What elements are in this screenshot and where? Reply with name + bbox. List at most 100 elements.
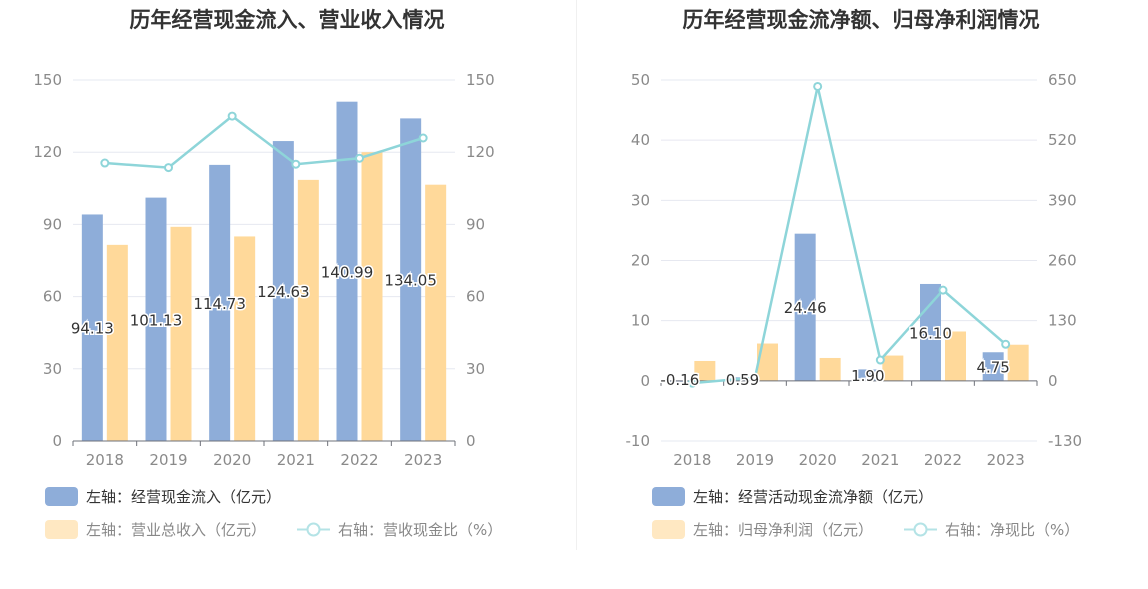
- line-point: [227, 111, 237, 121]
- bar: [234, 236, 256, 441]
- y-left-tick-label: 60: [43, 288, 62, 306]
- bar-data-label: 114.73: [193, 295, 246, 313]
- line-point: [291, 159, 301, 169]
- x-tick-label: 2019: [149, 451, 187, 469]
- bar: [272, 141, 294, 441]
- bar: [1007, 344, 1029, 381]
- y-right-tick-label: 120: [466, 143, 495, 161]
- bar: [819, 357, 841, 381]
- line-point: [418, 133, 428, 143]
- bar-data-label: 0.59: [726, 371, 759, 389]
- bar-data-label: 16.10: [909, 324, 952, 342]
- legend-label: 左轴：经营活动现金流净额（亿元）: [693, 488, 934, 506]
- legend-label: 右轴：净现比（%）: [945, 521, 1080, 539]
- line-series: [692, 86, 1007, 385]
- line-point: [938, 285, 948, 295]
- legend-item-cash-inflow[interactable]: 左轴：经营现金流入（亿元）: [45, 486, 281, 507]
- y-left-tick-label: 50: [631, 71, 650, 89]
- y-left-tick-label: 120: [33, 143, 62, 161]
- legend-item-net-profit[interactable]: 左轴：归母净利润（亿元）: [652, 519, 873, 540]
- y-left-tick-label: 0: [52, 432, 62, 450]
- y-right-tick-label: 130: [1048, 312, 1077, 330]
- bar: [425, 184, 447, 441]
- y-right-tick-label: 520: [1048, 131, 1077, 149]
- x-tick-label: 2021: [277, 451, 315, 469]
- chart-title: 历年经营现金流入、营业收入情况: [129, 8, 445, 32]
- bar: [794, 233, 816, 381]
- x-tick-label: 2022: [924, 451, 962, 469]
- y-right-tick-label: -130: [1048, 432, 1082, 450]
- panel-divider: [576, 0, 577, 550]
- bar-data-label: 140.99: [321, 263, 374, 281]
- bar: [694, 360, 716, 381]
- bar: [81, 214, 103, 441]
- bar: [400, 118, 422, 442]
- bar-data-label: 101.13: [130, 311, 183, 329]
- bar: [170, 226, 192, 441]
- y-right-tick-label: 30: [466, 360, 485, 378]
- x-tick-label: 2020: [799, 451, 837, 469]
- x-tick-label: 2020: [213, 451, 251, 469]
- x-tick-label: 2019: [736, 451, 774, 469]
- legend-item-revenue[interactable]: 左轴：营业总收入（亿元）: [45, 519, 266, 540]
- y-right-tick-label: 90: [466, 215, 485, 233]
- bar: [361, 152, 383, 441]
- y-left-tick-label: -10: [626, 432, 651, 450]
- x-tick-label: 2023: [987, 451, 1025, 469]
- x-tick-label: 2023: [404, 451, 442, 469]
- bar: [145, 197, 167, 441]
- bar-data-label: 134.05: [384, 272, 437, 290]
- y-left-tick-label: 0: [640, 372, 650, 390]
- legend-item-net-cash-flow[interactable]: 左轴：经营活动现金流净额（亿元）: [652, 486, 933, 507]
- legend-swatch-icon: [652, 487, 685, 506]
- y-left-tick-label: 40: [631, 131, 650, 149]
- line-point: [1001, 339, 1011, 349]
- legend-item-revenue-cash-ratio[interactable]: 右轴：营收现金比（%）: [297, 519, 502, 540]
- y-left-tick-label: 90: [43, 215, 62, 233]
- chart-net-cash-net-profit: -10 -130 0 0 10 130 20 260 30 390 40 520 50 650 2018 20…: [626, 71, 1083, 469]
- legend-line-circle-icon: [297, 522, 330, 537]
- bar: [982, 352, 1004, 381]
- line-point: [355, 153, 364, 163]
- x-tick-label: 2021: [861, 451, 899, 469]
- chart-title: 历年经营现金流净额、归母净利润情况: [682, 8, 1040, 32]
- line-series: [104, 114, 424, 169]
- bar: [209, 164, 231, 442]
- legend-line-circle-icon: [904, 522, 937, 537]
- legend-swatch-icon: [45, 520, 78, 539]
- y-right-tick-label: 150: [466, 71, 495, 89]
- line-point: [750, 373, 760, 383]
- legend-label: 左轴：营业总收入（亿元）: [86, 521, 267, 539]
- y-left-tick-label: 150: [33, 71, 62, 89]
- legend-label: 右轴：营收现金比（%）: [338, 521, 503, 539]
- bar-data-label: 1.90: [851, 367, 884, 385]
- bar-data-label: 124.63: [257, 283, 310, 301]
- y-left-tick-label: 20: [631, 252, 650, 270]
- legend-label: 左轴：经营现金流入（亿元）: [86, 488, 282, 506]
- y-left-tick-label: 30: [43, 360, 62, 378]
- line-point: [164, 163, 173, 173]
- legend-item-net-cash-ratio[interactable]: 右轴：净现比（%）: [904, 519, 1079, 540]
- bar: [857, 369, 879, 381]
- bar-data-label: 4.75: [976, 359, 1009, 377]
- x-tick-label: 2018: [86, 451, 124, 469]
- chart-panel-net-cash: 历年经营现金流净额、归母净利润情况 -10 -130 0 0 10 130 20 260 30 3…: [574, 0, 1148, 560]
- bar: [882, 355, 904, 381]
- legend-swatch-icon: [45, 487, 78, 506]
- y-right-tick-label: 0: [1048, 372, 1058, 390]
- bar: [336, 101, 358, 441]
- line-point: [100, 158, 110, 168]
- bar-data-label: 94.13: [71, 320, 114, 338]
- y-right-tick-label: 0: [466, 432, 476, 450]
- y-left-tick-label: 10: [631, 312, 650, 330]
- bar: [106, 244, 128, 441]
- chart-panel-cash-inflow: 历年经营现金流入、营业收入情况 0 0 30 30 60 60 90 90 120 120 150 1…: [0, 0, 574, 560]
- y-left-tick-label: 30: [631, 191, 650, 209]
- chart-cash-inflow-revenue: 0 0 30 30 60 60 90 90 120 120 150 150 2018 2019 2020 20…: [33, 71, 495, 469]
- x-tick-label: 2018: [673, 451, 711, 469]
- bar: [757, 343, 778, 381]
- y-right-tick-label: 390: [1048, 191, 1077, 209]
- x-tick-label: 2022: [340, 451, 378, 469]
- line-point: [875, 355, 885, 365]
